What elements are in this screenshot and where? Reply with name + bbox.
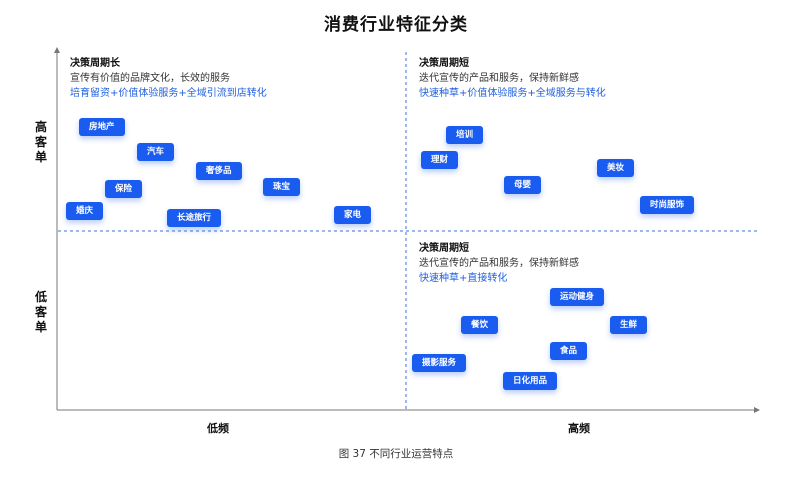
tag-daily: 日化用品 xyxy=(503,372,558,390)
quadrant-bottom-right-strategy: 快速种草+直接转化 xyxy=(419,273,508,284)
quadrant-bottom-right-description: 迭代宣传的产品和服务，保持新鲜感 xyxy=(419,258,579,269)
y-axis-arrow-icon xyxy=(54,47,60,53)
quadrant-top-right: 决策周期短 迭代宣传的产品和服务，保持新鲜感 快速种草+价值体验服务+全域服务与… xyxy=(419,56,606,101)
quadrant-top-left-description: 宣传有价值的品牌文化，长效的服务 xyxy=(70,73,230,84)
x-axis-low-label: 低频 xyxy=(207,422,229,435)
tag-auto: 汽车 xyxy=(137,143,175,161)
figure-caption: 图 37 不同行业运营特点 xyxy=(338,448,454,460)
x-axis-high-label: 高频 xyxy=(568,422,590,435)
tag-photography: 摄影服务 xyxy=(412,354,467,372)
tag-beauty: 美妆 xyxy=(597,159,635,177)
tag-fitness: 运动健身 xyxy=(550,288,605,306)
quadrant-top-right-heading: 决策周期短 xyxy=(419,58,469,69)
tag-travel: 长途旅行 xyxy=(167,209,222,227)
tag-catering: 餐饮 xyxy=(461,316,499,334)
quadrant-top-right-strategy: 快速种草+价值体验服务+全域服务与转化 xyxy=(419,88,606,99)
quadrant-bottom-right-heading: 决策周期短 xyxy=(419,243,469,254)
quadrant-top-left-strategy: 培育留资+价值体验服务+全域引流到店转化 xyxy=(70,88,267,99)
y-axis-low-label: 低客单 xyxy=(34,290,47,334)
tag-jewelry: 珠宝 xyxy=(263,178,301,196)
chart-title: 消费行业特征分类 xyxy=(324,15,468,35)
y-axis-high-label: 高客单 xyxy=(34,120,47,164)
quadrant-bottom-right: 决策周期短 迭代宣传的产品和服务，保持新鲜感 快速种草+直接转化 xyxy=(419,241,579,286)
tag-luxury: 奢侈品 xyxy=(196,162,242,180)
quadrant-top-right-description: 迭代宣传的产品和服务，保持新鲜感 xyxy=(419,73,579,84)
tag-finance: 理财 xyxy=(421,151,459,169)
quadrant-top-left: 决策周期长 宣传有价值的品牌文化，长效的服务 培育留资+价值体验服务+全域引流到… xyxy=(70,56,267,101)
x-axis-arrow-icon xyxy=(754,407,760,413)
tag-insurance: 保险 xyxy=(105,180,143,198)
tag-real-estate: 房地产 xyxy=(79,118,125,136)
tag-training: 培训 xyxy=(446,126,484,144)
tag-appliance: 家电 xyxy=(334,206,372,224)
tag-food: 食品 xyxy=(550,342,588,360)
quadrant-top-left-heading: 决策周期长 xyxy=(70,58,120,69)
tag-maternal: 母婴 xyxy=(504,176,542,194)
tag-wedding: 婚庆 xyxy=(66,202,104,220)
tag-fashion: 时尚服饰 xyxy=(640,196,695,214)
tag-fresh: 生鲜 xyxy=(610,316,648,334)
